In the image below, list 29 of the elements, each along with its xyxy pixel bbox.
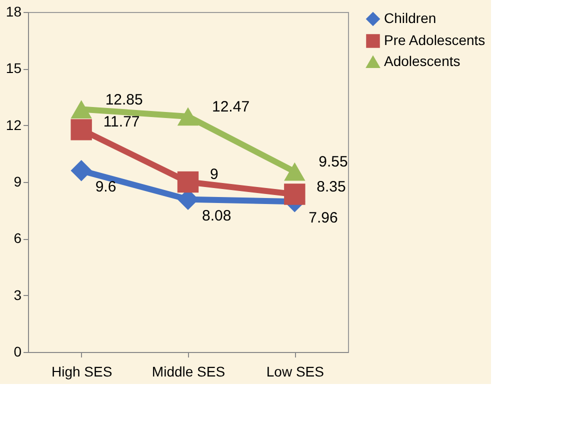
data-label: 12.47 bbox=[212, 98, 250, 116]
legend-label: Pre Adolescents bbox=[384, 32, 486, 48]
point bbox=[177, 107, 199, 126]
y-tick-label: 3 bbox=[14, 286, 22, 303]
y-tick-label: 6 bbox=[14, 230, 22, 246]
x-tick-label: Low SES bbox=[266, 364, 324, 380]
x-tick-label: High SES bbox=[51, 364, 112, 380]
data-label: 12.85 bbox=[105, 91, 143, 108]
data-label: 9.6 bbox=[95, 178, 116, 196]
data-label: 9.55 bbox=[318, 154, 348, 171]
data-label: 9 bbox=[210, 166, 218, 183]
y-tick-label: 9 bbox=[14, 174, 22, 190]
point bbox=[177, 171, 199, 193]
legend-label: Children bbox=[384, 10, 436, 26]
data-label: 7.96 bbox=[308, 210, 338, 227]
y-tick-label: 12 bbox=[6, 116, 22, 133]
point bbox=[70, 119, 92, 140]
data-label: 11.77 bbox=[103, 114, 140, 131]
x-tick-label: Middle SES bbox=[152, 364, 226, 380]
point bbox=[70, 160, 92, 182]
y-tick-label: 18 bbox=[6, 4, 22, 20]
y-tick-label: 15 bbox=[6, 60, 22, 76]
legend-label: Adolescents bbox=[384, 53, 460, 69]
y-tick-label: 0 bbox=[14, 344, 22, 360]
data-label: 8.08 bbox=[202, 207, 232, 224]
point bbox=[284, 184, 306, 205]
point bbox=[284, 162, 306, 181]
data-label: 8.35 bbox=[316, 178, 346, 196]
point bbox=[70, 100, 92, 118]
